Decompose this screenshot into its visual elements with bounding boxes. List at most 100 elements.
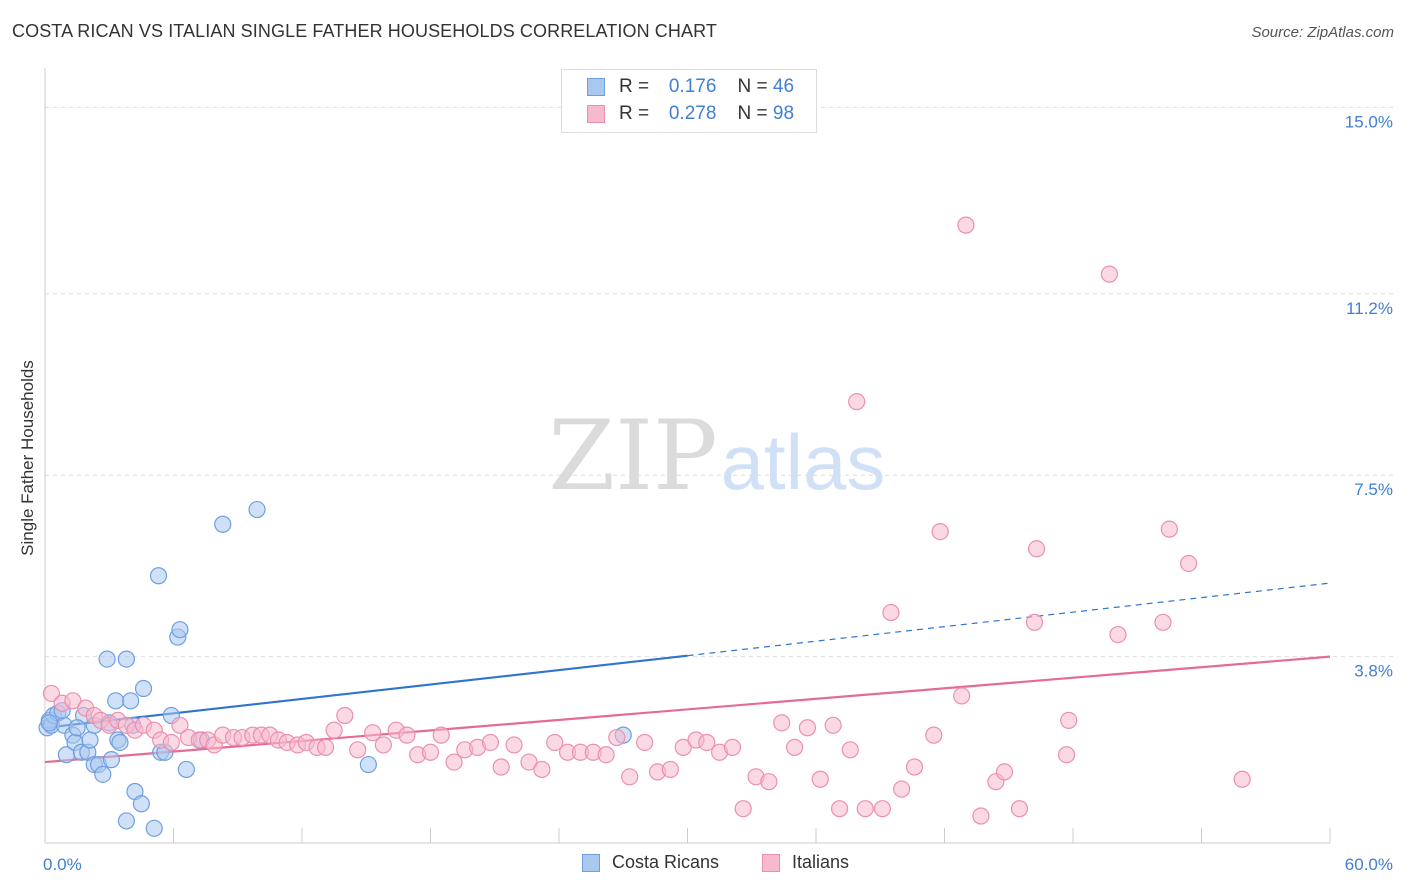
italian-point <box>811 770 829 788</box>
italian-point <box>64 692 82 710</box>
italian-point <box>336 706 354 725</box>
italian-point <box>636 733 654 752</box>
italian-point <box>533 760 551 779</box>
legend-swatch-blue <box>587 78 605 96</box>
costa-rican-point <box>111 733 129 752</box>
legend-label-italians: Italians <box>792 852 850 872</box>
italian-point <box>723 738 742 756</box>
italian-point <box>1109 625 1127 644</box>
italian-point <box>661 760 679 779</box>
x-tick-label: 0.0% <box>43 855 82 874</box>
italian-point <box>1010 800 1029 818</box>
italian-point <box>760 773 778 791</box>
y-tick-label: 7.5% <box>1354 480 1393 499</box>
italian-trend-line <box>44 655 1331 764</box>
italian-point <box>698 733 716 752</box>
italian-point <box>445 753 463 771</box>
italian-point <box>364 724 382 742</box>
italian-point <box>957 216 975 234</box>
italian-point <box>621 768 639 786</box>
italian-point <box>1057 746 1076 764</box>
italian-point <box>432 726 450 744</box>
y-tick-label: 11.2% <box>1346 299 1393 318</box>
costa-rican-point <box>359 755 377 774</box>
legend-row-costa-ricans: R = 0.176 N = 46 <box>587 76 794 98</box>
italian-point <box>856 800 874 818</box>
costa-rican-point <box>122 692 140 710</box>
costa-rican-point <box>248 500 266 519</box>
italian-point <box>1180 554 1198 573</box>
italian-point <box>873 800 891 818</box>
data-points <box>38 216 1251 837</box>
italian-point <box>492 758 510 776</box>
italian-point <box>1160 520 1178 538</box>
italian-point <box>325 721 343 739</box>
italian-point <box>785 738 804 756</box>
costa-rican-point <box>98 650 116 668</box>
italian-point <box>1154 613 1172 631</box>
italian-point <box>830 800 849 818</box>
italian-point <box>824 716 842 734</box>
costa-rican-trend-line <box>44 654 688 729</box>
gridlines <box>45 106 1395 658</box>
costa-rican-point <box>117 650 135 668</box>
costa-rican-point <box>81 731 99 749</box>
italian-point <box>520 753 538 771</box>
italian-point <box>841 741 859 759</box>
costa-rican-point <box>117 812 135 830</box>
costa-rican-point <box>171 621 189 639</box>
legend-swatch-pink <box>762 853 780 872</box>
italian-point <box>349 741 367 759</box>
italian-point <box>798 719 817 737</box>
italian-point <box>925 726 943 744</box>
italian-point <box>905 758 924 776</box>
italian-point <box>1060 711 1078 730</box>
legend-n-label: N = <box>737 76 768 97</box>
legend-r-label: R = <box>619 76 650 97</box>
italian-point <box>995 763 1014 781</box>
y-tick-label: 3.8% <box>1354 662 1393 681</box>
costa-rican-trend-extension <box>687 582 1331 657</box>
italian-point <box>848 393 866 411</box>
costa-rican-point <box>149 567 168 585</box>
legend-n-value: 46 <box>772 76 795 97</box>
italian-point <box>734 800 752 818</box>
italian-point <box>162 733 180 752</box>
legend-item-italians: Italians <box>762 852 849 873</box>
costa-rican-point <box>94 765 112 783</box>
x-tick-label: 60.0% <box>1345 855 1393 874</box>
watermark-zip: ZIP <box>548 400 717 512</box>
series-legend: Costa Ricans Italians <box>0 852 1406 876</box>
italian-point <box>674 738 692 756</box>
costa-rican-point <box>107 692 125 710</box>
legend-r-value: 0.278 <box>668 103 717 124</box>
italian-point <box>972 807 990 825</box>
legend-r-value: 0.176 <box>668 76 717 97</box>
legend-item-costa-ricans: Costa Ricans <box>582 852 719 873</box>
italian-point <box>1027 540 1046 558</box>
italian-point <box>398 726 416 744</box>
costa-rican-point <box>132 795 150 813</box>
italian-point <box>931 523 949 541</box>
italian-point <box>1025 613 1044 631</box>
watermark-atlas: atlas <box>721 418 886 506</box>
italian-point <box>1233 770 1251 788</box>
italian-point <box>42 684 61 703</box>
italian-point <box>546 733 564 752</box>
tick-labels: 3.8% 7.5% 11.2% 15.0% 0.0% 60.0% <box>43 112 1393 874</box>
legend-n-label: N = <box>737 103 768 124</box>
italian-point <box>953 687 971 705</box>
legend-label-costa-ricans: Costa Ricans <box>612 852 720 872</box>
italian-point <box>608 728 626 747</box>
italian-point <box>505 736 523 754</box>
italian-point <box>1100 265 1119 283</box>
italian-point <box>374 736 392 754</box>
italian-point <box>481 733 500 752</box>
italian-point <box>882 603 900 622</box>
italian-point <box>773 714 791 732</box>
legend-row-italians: R = 0.278 N = 98 <box>587 103 794 125</box>
costa-rican-point <box>68 719 86 737</box>
italian-point <box>421 743 440 761</box>
costa-rican-point <box>40 714 58 732</box>
italian-point <box>597 746 615 764</box>
